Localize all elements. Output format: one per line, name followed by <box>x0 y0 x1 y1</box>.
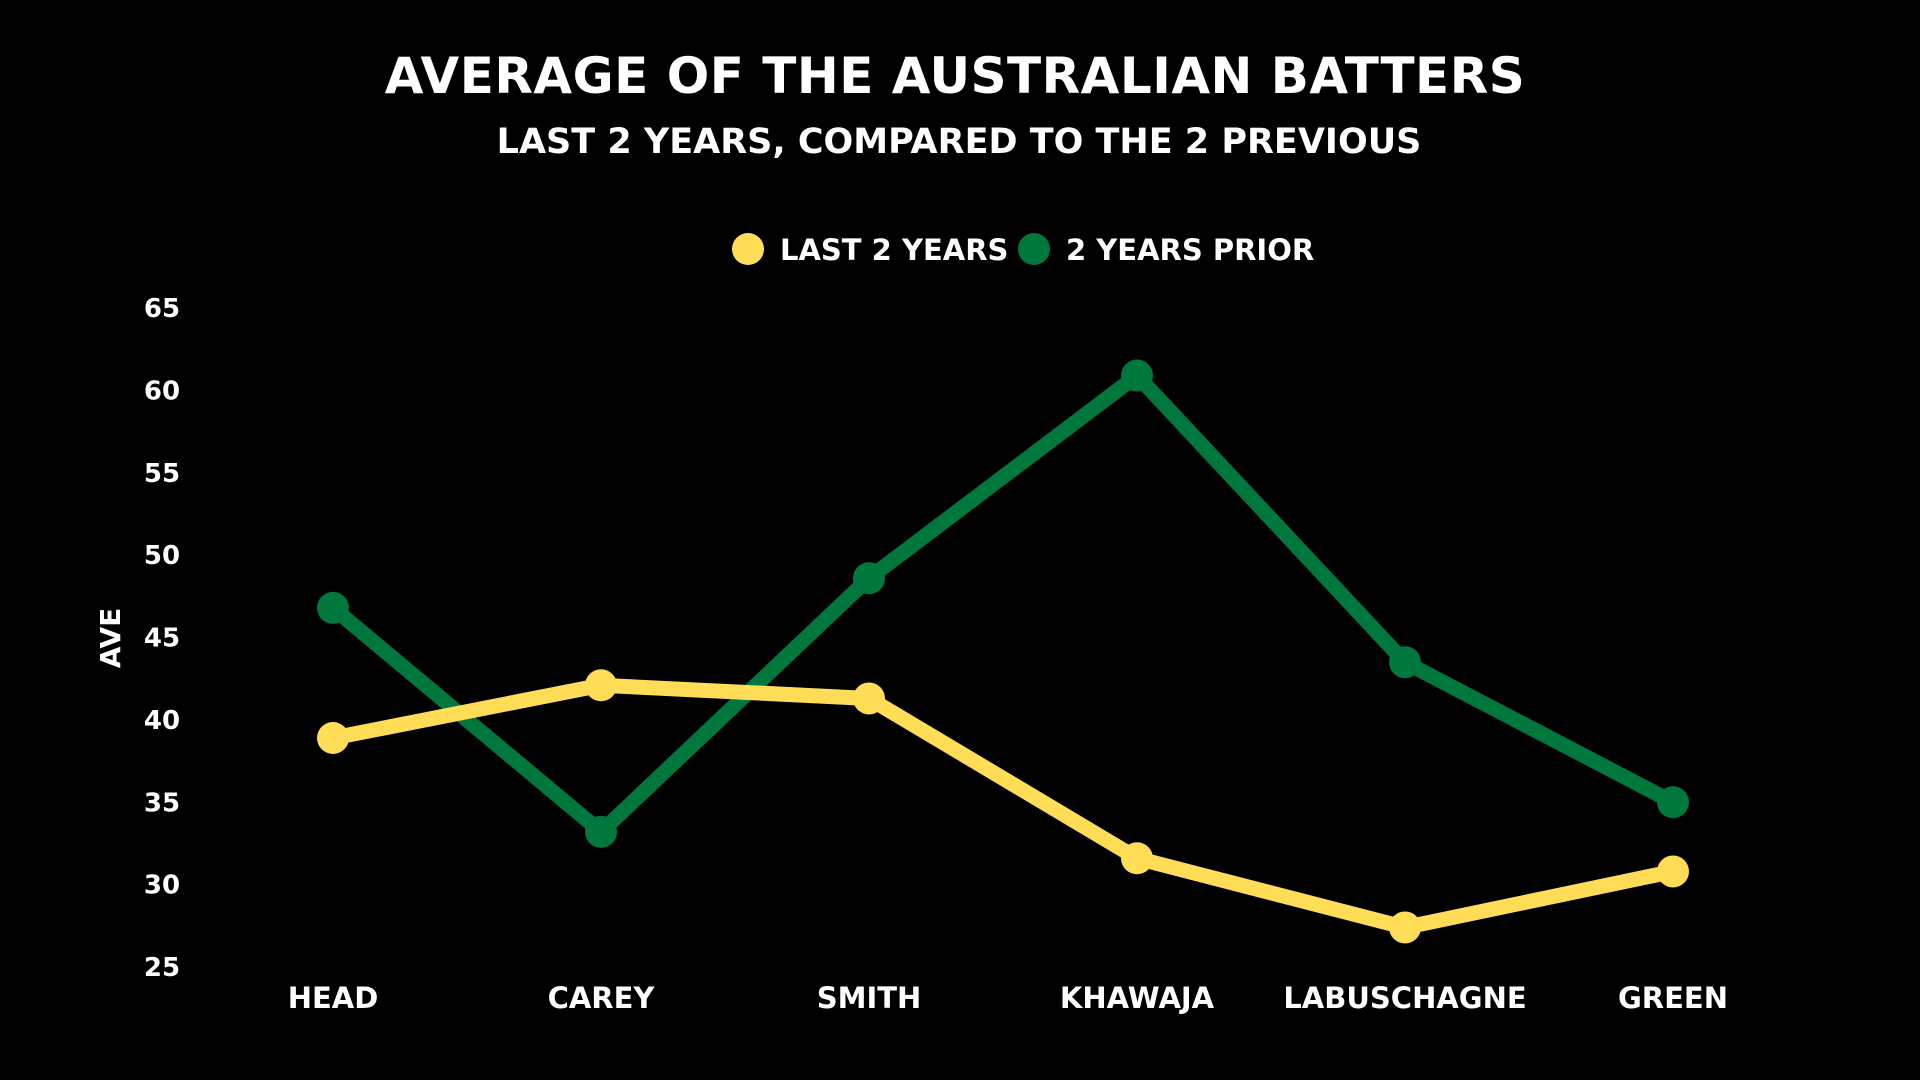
chart-subtitle: LAST 2 YEARS, COMPARED TO THE 2 PREVIOUS <box>497 122 1422 162</box>
y-tick-label: 55 <box>144 459 180 489</box>
data-point <box>1121 842 1153 875</box>
y-tick-label: 40 <box>144 706 180 736</box>
x-category-label: CAREY <box>548 981 656 1015</box>
data-point <box>1121 359 1153 392</box>
legend-label-2-years-prior: 2 YEARS PRIOR <box>1066 233 1314 267</box>
legend-label-last-2-years: LAST 2 YEARS <box>780 233 1008 267</box>
y-tick-label: 35 <box>144 788 180 818</box>
legend: LAST 2 YEARS 2 YEARS PRIOR <box>732 233 1314 267</box>
legend-marker-last-2-years <box>732 233 764 265</box>
series-1 <box>317 359 1689 848</box>
y-axis-label: AVE <box>94 608 127 669</box>
y-tick-label: 65 <box>144 294 180 324</box>
data-point <box>853 562 885 595</box>
data-point <box>1657 855 1689 888</box>
data-point <box>1657 786 1689 819</box>
data-point <box>1389 646 1421 679</box>
y-tick-label: 45 <box>144 624 180 654</box>
series-0 <box>317 669 1689 944</box>
x-category-label: GREEN <box>1618 981 1728 1015</box>
y-axis-ticks: 65 60 55 50 45 40 35 30 25 <box>144 294 180 983</box>
legend-marker-2-years-prior <box>1018 233 1050 265</box>
data-point <box>317 721 349 754</box>
x-category-label: SMITH <box>817 981 922 1015</box>
series-group <box>317 359 1689 944</box>
data-point <box>585 815 617 848</box>
data-point <box>585 669 617 702</box>
x-category-label: KHAWAJA <box>1060 981 1215 1015</box>
chart-title: AVERAGE OF THE AUSTRALIAN BATTERS <box>385 47 1525 105</box>
series-line <box>325 677 1681 935</box>
data-point <box>853 682 885 715</box>
x-category-label: HEAD <box>288 981 379 1015</box>
y-tick-label: 30 <box>144 871 180 901</box>
y-tick-label: 60 <box>144 376 180 406</box>
y-tick-label: 50 <box>144 541 180 571</box>
series-line <box>325 368 1681 840</box>
data-point <box>1389 911 1421 944</box>
y-tick-label: 25 <box>144 953 180 983</box>
data-point <box>317 591 349 624</box>
x-axis-categories: HEAD CAREY SMITH KHAWAJA LABUSCHAGNE GREEN <box>288 981 1728 1015</box>
x-category-label: LABUSCHAGNE <box>1283 981 1526 1015</box>
